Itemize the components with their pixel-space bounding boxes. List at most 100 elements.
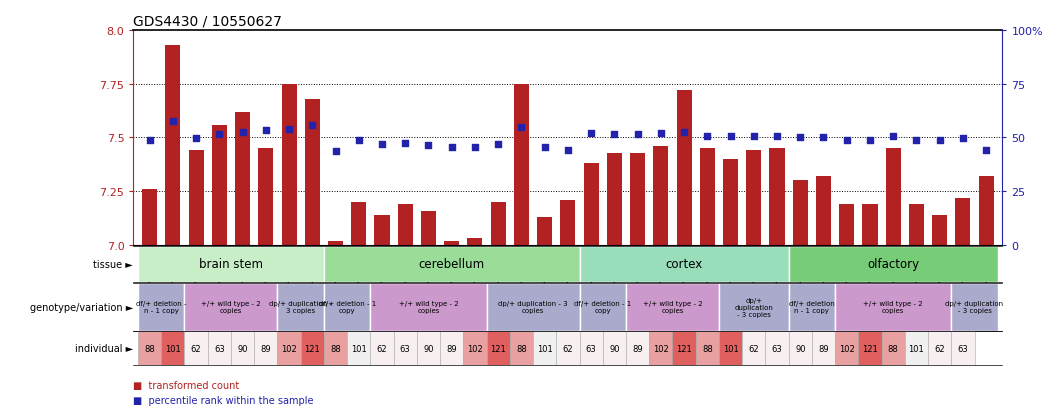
Point <box>675 129 692 135</box>
Text: ■  percentile rank within the sample: ■ percentile rank within the sample <box>133 395 314 405</box>
Text: 102: 102 <box>467 344 482 353</box>
Bar <box>742 332 766 366</box>
Text: +/+ wild type - 2
copies: +/+ wild type - 2 copies <box>864 301 923 313</box>
Point <box>304 122 321 129</box>
Text: 121: 121 <box>862 344 877 353</box>
Bar <box>933 215 947 245</box>
Point <box>977 148 994 154</box>
Text: 63: 63 <box>214 344 225 353</box>
Text: 89: 89 <box>818 344 828 353</box>
Text: 89: 89 <box>446 344 457 353</box>
Bar <box>579 283 626 331</box>
Bar <box>789 246 998 282</box>
Bar <box>138 332 162 366</box>
Bar <box>440 332 464 366</box>
Text: 102: 102 <box>653 344 669 353</box>
Point <box>722 133 739 140</box>
Point <box>815 134 832 141</box>
Bar <box>584 164 599 245</box>
Point <box>629 131 646 138</box>
Text: 88: 88 <box>516 344 527 353</box>
Bar <box>189 151 203 245</box>
Bar <box>254 332 277 366</box>
Bar <box>696 332 719 366</box>
Bar <box>579 332 602 366</box>
Bar <box>464 332 487 366</box>
Bar <box>676 91 692 245</box>
Bar <box>886 149 900 245</box>
Bar <box>789 283 835 331</box>
Text: 101: 101 <box>351 344 367 353</box>
Bar <box>766 332 789 366</box>
Point <box>560 148 576 154</box>
Text: 62: 62 <box>748 344 759 353</box>
Bar <box>421 211 436 245</box>
Text: brain stem: brain stem <box>199 258 263 271</box>
Text: dp/+ duplication
- 3 copies: dp/+ duplication - 3 copies <box>945 301 1003 313</box>
Text: 89: 89 <box>632 344 643 353</box>
Text: 90: 90 <box>423 344 433 353</box>
Bar <box>556 332 579 366</box>
Text: ■  transformed count: ■ transformed count <box>133 380 240 390</box>
Bar <box>351 202 367 245</box>
Point <box>397 140 414 147</box>
Bar <box>579 246 789 282</box>
Text: 63: 63 <box>958 344 968 353</box>
Bar <box>166 46 180 245</box>
Text: +/+ wild type - 2
copies: +/+ wild type - 2 copies <box>201 301 260 313</box>
Text: 101: 101 <box>909 344 924 353</box>
Point <box>188 135 204 142</box>
Bar <box>370 332 394 366</box>
Bar <box>510 332 534 366</box>
Text: 90: 90 <box>795 344 805 353</box>
Bar <box>835 332 859 366</box>
Bar <box>142 190 157 245</box>
Point <box>885 133 901 140</box>
Text: 121: 121 <box>304 344 320 353</box>
Bar <box>672 332 696 366</box>
Bar <box>324 283 370 331</box>
Text: 63: 63 <box>400 344 411 353</box>
Bar <box>882 332 904 366</box>
Bar <box>793 181 808 245</box>
Bar <box>956 198 970 245</box>
Point <box>467 144 483 151</box>
Text: df/+ deletion -
n - 1 copy: df/+ deletion - n - 1 copy <box>137 301 187 313</box>
Text: 88: 88 <box>144 344 155 353</box>
Point <box>652 131 669 137</box>
Point <box>234 129 251 135</box>
Bar <box>789 332 812 366</box>
Point <box>769 133 786 140</box>
Bar <box>653 147 668 245</box>
Point <box>745 133 762 140</box>
Point <box>699 133 716 140</box>
Text: df/+ deletion - 1
copy: df/+ deletion - 1 copy <box>574 301 631 313</box>
Bar <box>347 332 370 366</box>
Point <box>582 131 599 138</box>
Point <box>165 119 181 126</box>
Bar <box>649 332 672 366</box>
Bar <box>978 177 994 245</box>
Bar <box>258 149 273 245</box>
Bar <box>301 332 324 366</box>
Bar <box>909 204 924 245</box>
Bar <box>839 204 854 245</box>
Bar <box>514 85 529 245</box>
Text: tissue ►: tissue ► <box>94 259 133 269</box>
Text: 89: 89 <box>260 344 271 353</box>
Bar <box>602 332 626 366</box>
Bar <box>162 332 184 366</box>
Bar <box>719 332 742 366</box>
Bar <box>746 151 762 245</box>
Bar <box>374 215 390 245</box>
Text: GDS4430 / 10550627: GDS4430 / 10550627 <box>133 14 282 28</box>
Text: 63: 63 <box>772 344 783 353</box>
Point <box>374 141 391 148</box>
Text: +/+ wild type - 2
copies: +/+ wild type - 2 copies <box>399 301 458 313</box>
Point <box>280 126 297 133</box>
Bar <box>951 283 998 331</box>
Bar <box>606 153 622 245</box>
Text: 101: 101 <box>537 344 552 353</box>
Text: df/+ deletion
n - 1 copy: df/+ deletion n - 1 copy <box>789 301 835 313</box>
Text: 88: 88 <box>888 344 898 353</box>
